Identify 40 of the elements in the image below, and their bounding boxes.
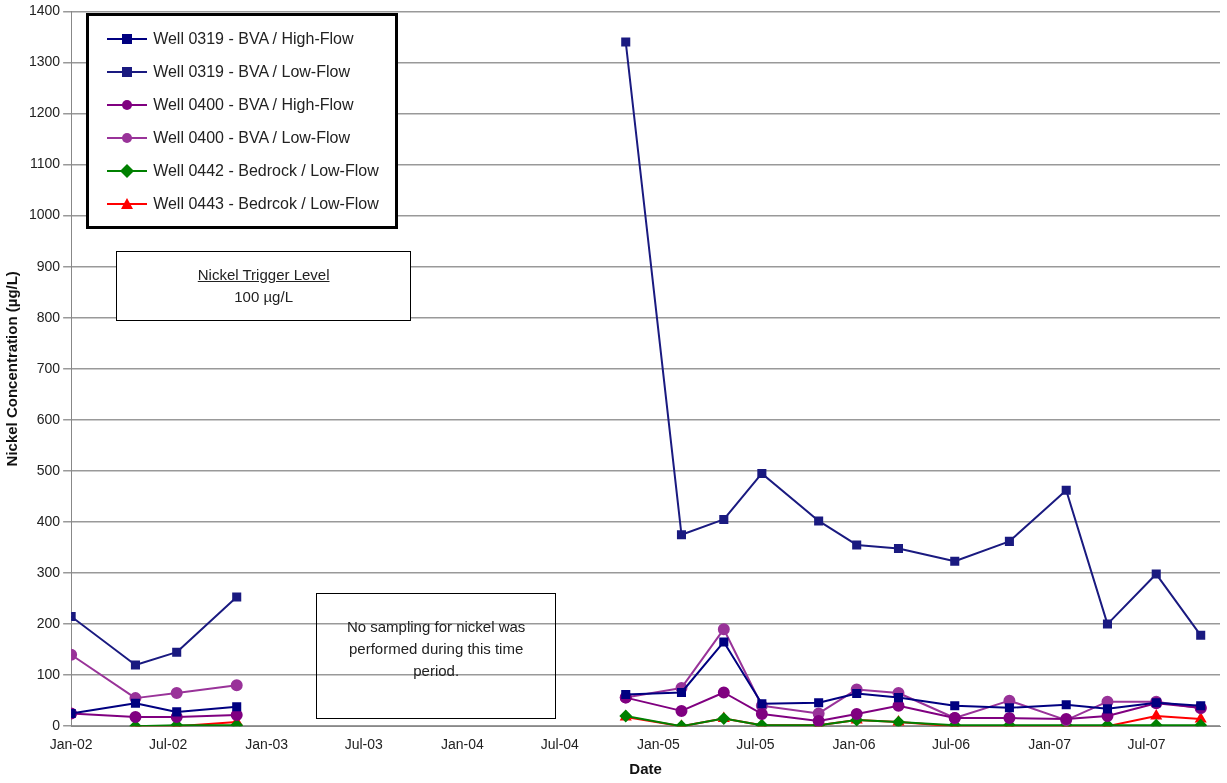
legend-label: Well 0443 - Bedrcok / Low-Flow [153,194,379,213]
legend-label: Well 0442 - Bedrock / Low-Flow [153,161,379,180]
y-tick-label: 0 [52,717,61,734]
x-tick-label: Jan-07 [1028,736,1072,753]
y-tick-label: 500 [36,461,61,478]
y-tick-label: 900 [36,257,61,274]
x-tick-label: Jan-04 [440,736,484,753]
y-tick-label: 600 [36,410,61,427]
x-tick-label: Jan-03 [245,736,289,753]
annotation: 100 µg/L [233,287,294,308]
x-tick-label: Jul-02 [149,736,188,753]
legend-label: Well 0319 - BVA / High-Flow [153,29,354,48]
x-tick-label: Jul-05 [736,736,775,753]
x-tick-label: Jul-07 [1127,736,1166,753]
text-box: Nickel Trigger Level 100 µg/L [116,251,412,322]
x-tick-label: Jul-03 [344,736,383,753]
annotation: Nickel Trigger Level [197,266,330,284]
text-box: No sampling for nickel was performed during this time period. [316,593,557,720]
y-tick-label: 1300 [28,53,61,70]
x-tick-label: Jan-02 [49,736,93,753]
y-tick-label: 1100 [30,155,61,172]
y-tick-label: 100 [36,666,61,682]
y-tick-label: 700 [36,359,61,376]
x-axis-title: Date [629,760,662,778]
y-tick-label: 200 [36,614,61,631]
annotation: No sampling for nickel was performed during this time period. [345,617,527,682]
x-tick-label: Jul-06 [931,736,971,753]
x-tick-label: Jan-05 [637,736,681,753]
x-tick-label: Jul-04 [540,736,580,753]
y-tick-label: 1200 [28,104,61,121]
x-tick-label: Jan-06 [832,736,876,753]
legend-label: Well 0319 - BVA / Low-Flow [153,62,350,81]
y-tick-label: 1400 [28,2,61,19]
y-tick-label: 800 [36,308,61,325]
y-axis-title: Nickel Concentration (µg/L) [3,271,21,467]
y-tick-label: 400 [36,512,61,529]
legend-label: Well 0400 - BVA / Low-Flow [153,128,350,147]
y-tick-label: 1000 [28,206,61,223]
y-tick-label: 300 [36,563,61,580]
legend-label: Well 0400 - BVA / High-Flow [153,95,354,114]
